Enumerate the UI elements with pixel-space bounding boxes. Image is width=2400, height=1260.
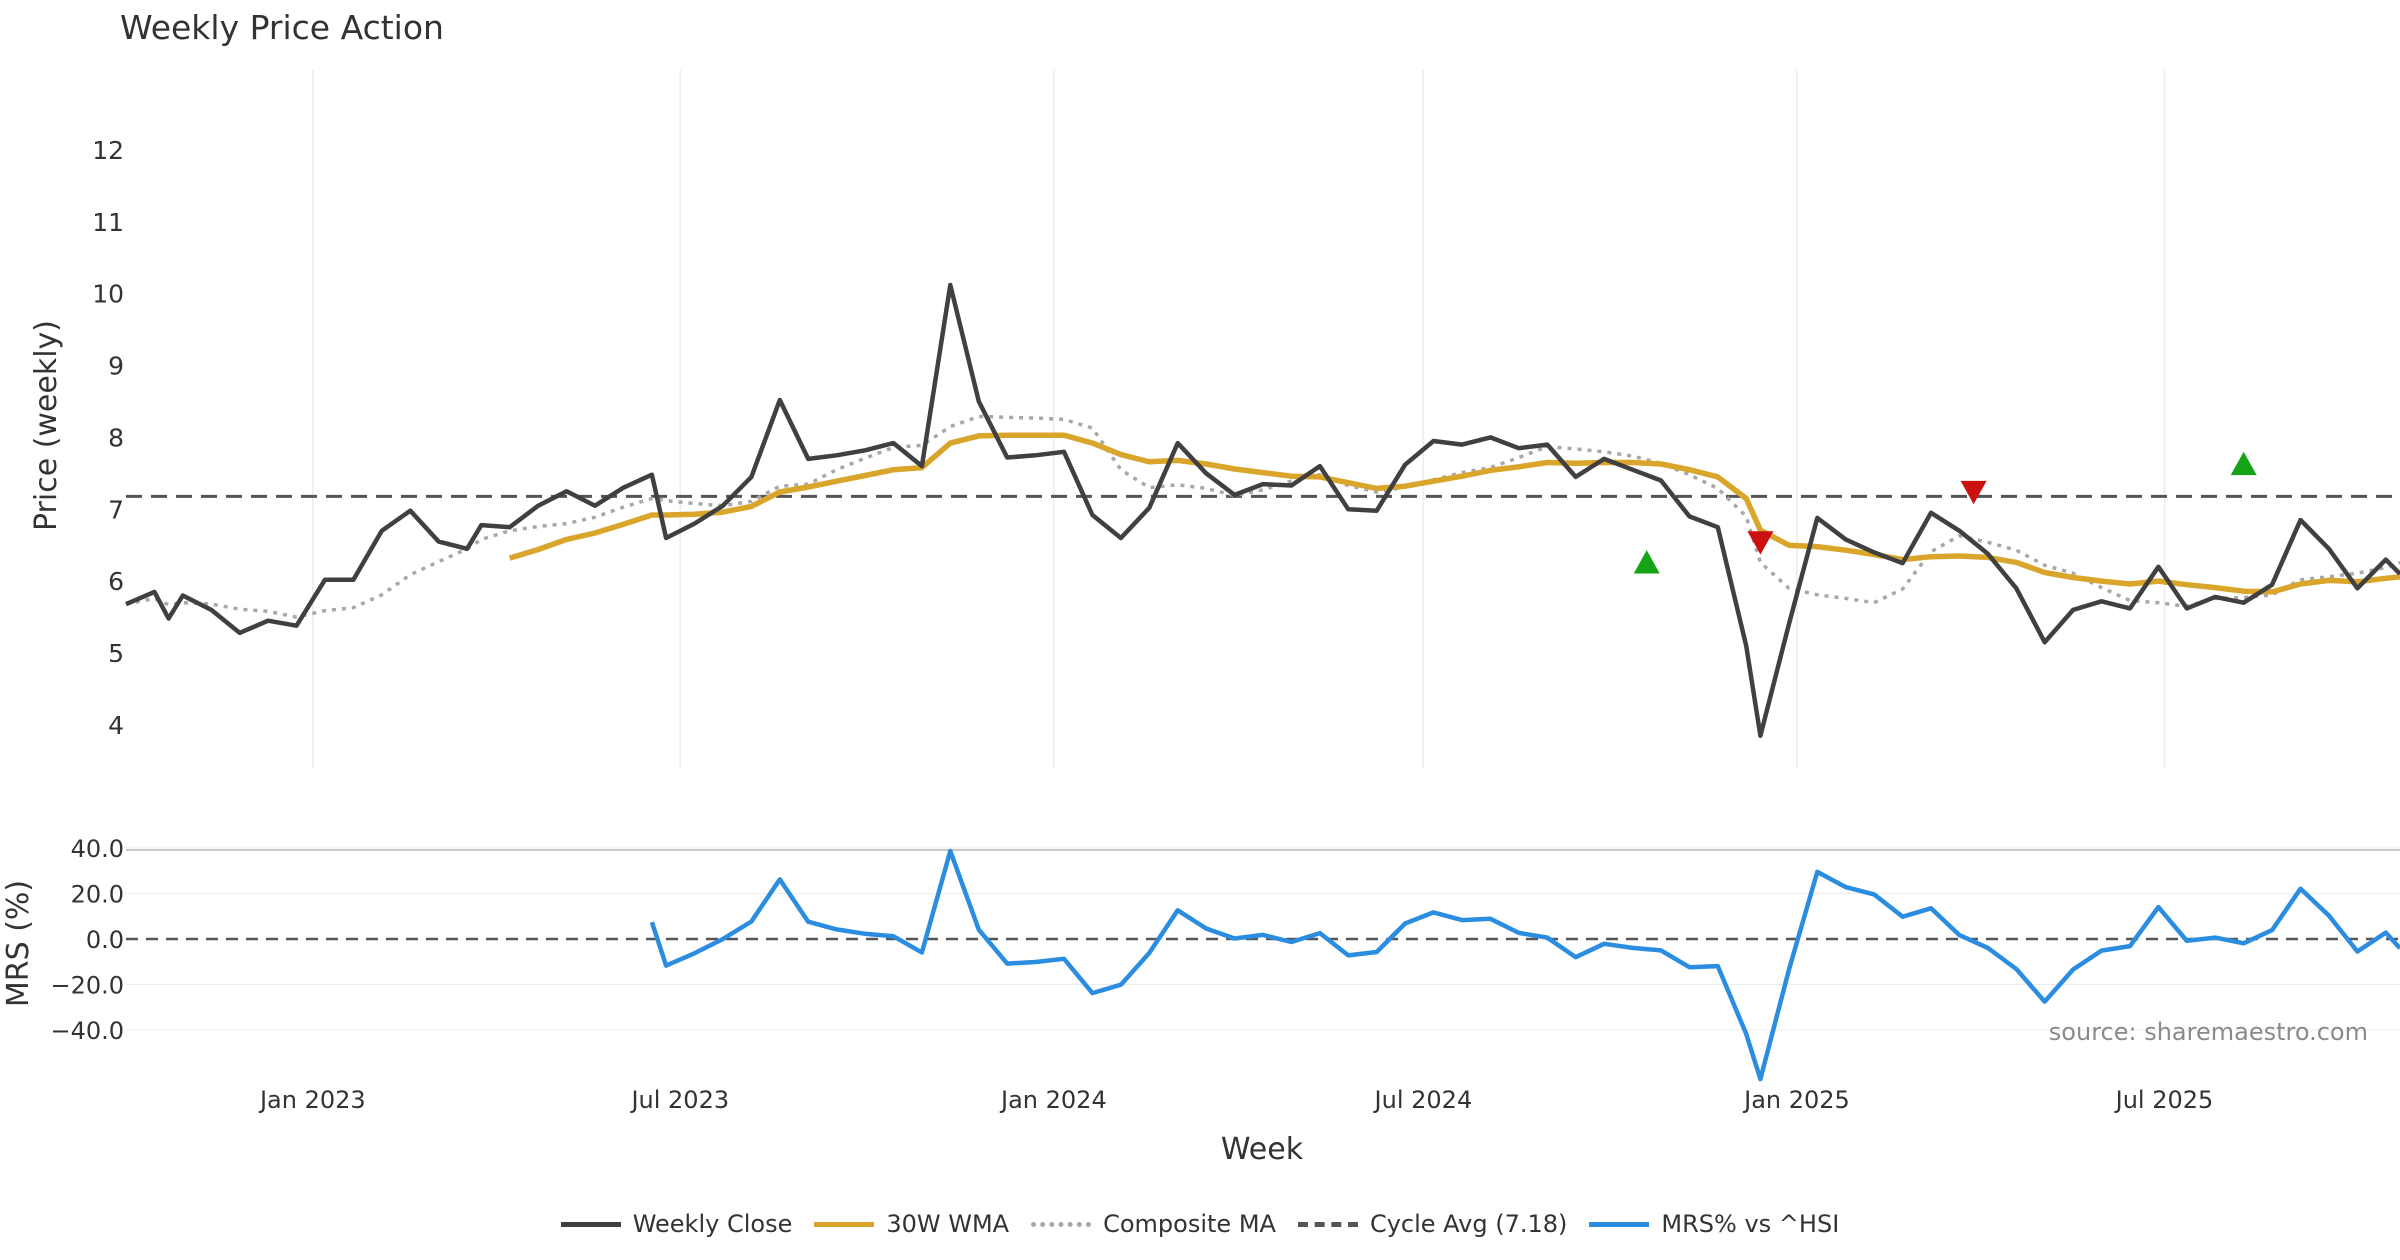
y-tick-label: 6 [108, 567, 124, 596]
y-tick-label: 5 [108, 639, 124, 668]
x-tick-label: Jan 2024 [999, 1086, 1107, 1114]
y-tick-label: −20.0 [50, 972, 124, 1000]
x-tick-label: Jul 2023 [629, 1086, 729, 1114]
x-tick-label: Jan 2025 [1742, 1086, 1850, 1114]
source-note: source: sharemaestro.com [2048, 1018, 2368, 1046]
signal-markers [1633, 451, 2257, 574]
legend-label: 30W WMA [886, 1210, 1010, 1238]
sell-signal-marker [1747, 531, 1774, 555]
sell-signal-marker [1960, 480, 1987, 505]
y-tick-label: 40.0 [71, 835, 124, 863]
lower-series [126, 848, 2400, 1082]
y-tick-label: 0.0 [86, 926, 124, 954]
y-tick-label: 7 [108, 495, 124, 524]
legend-swatch [560, 1221, 621, 1227]
axis-ticks: Jan 2023 Jul 2023 Jan 2024 Jul 2024 Jan 2025… [50, 136, 2213, 1114]
legend-swatch [1031, 1221, 1092, 1227]
x-tick-label: Jul 2025 [2114, 1086, 2214, 1114]
chart-legend: Weekly Close 30W WMA Composite MA Cycle … [0, 1210, 2400, 1238]
legend-item-mrs: MRS% vs ^HSI [1589, 1210, 1839, 1238]
y-tick-label: 9 [108, 352, 124, 381]
legend-swatch [1297, 1221, 1358, 1227]
mrs-line [649, 848, 2400, 1082]
y-tick-label: −40.0 [50, 1017, 124, 1045]
legend-item-wma: 30W WMA [814, 1210, 1009, 1238]
x-tick-label: Jan 2023 [258, 1086, 366, 1114]
lower-gridlines [126, 847, 2400, 1031]
legend-item-weekly-close: Weekly Close [560, 1210, 793, 1238]
y-tick-label: 11 [92, 208, 124, 237]
chart-title: Weekly Price Action [120, 8, 444, 47]
buy-signal-marker [2230, 451, 2257, 476]
weekly-close-line [125, 282, 2400, 738]
legend-item-cycle-avg: Cycle Avg (7.18) [1297, 1210, 1568, 1238]
x-tick-label: Jul 2024 [1373, 1086, 1473, 1114]
wma-line [508, 432, 2400, 595]
legend-label: MRS% vs ^HSI [1661, 1210, 1840, 1238]
upper-series [125, 282, 2400, 738]
legend-label: Weekly Close [632, 1210, 793, 1238]
composite-ma-line [125, 414, 2400, 619]
legend-swatch [1589, 1221, 1650, 1227]
y-tick-label: 20.0 [71, 881, 124, 909]
legend-label: Composite MA [1103, 1210, 1276, 1238]
legend-label: Cycle Avg (7.18) [1369, 1210, 1568, 1238]
x-axis-label: Week [1220, 1132, 1304, 1167]
y-tick-label: 10 [92, 280, 124, 309]
legend-item-composite-ma: Composite MA [1031, 1210, 1276, 1238]
upper-gridlines [312, 70, 2166, 768]
price-axis-label: Price (weekly) [28, 319, 64, 531]
legend-swatch [814, 1221, 875, 1227]
mrs-axis-label: MRS (%) [0, 879, 36, 1007]
y-tick-label: 4 [108, 711, 124, 740]
buy-signal-marker [1633, 550, 1660, 574]
y-tick-label: 8 [108, 423, 124, 452]
y-tick-label: 12 [92, 136, 124, 165]
